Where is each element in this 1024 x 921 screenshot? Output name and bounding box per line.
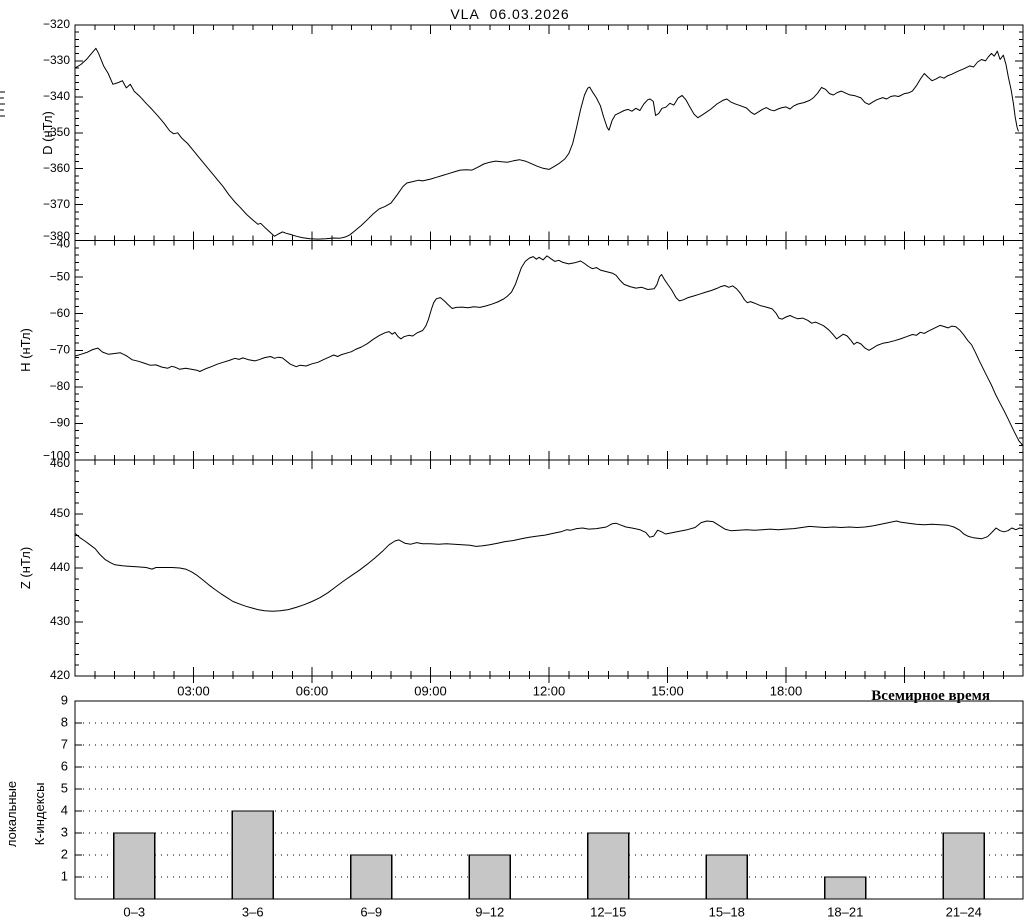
h-axis-label: H (нТл) <box>18 328 33 372</box>
d-curve <box>74 47 1019 240</box>
time-label-06:00: 06:00 <box>296 683 329 698</box>
k-axis-label-outer: локальные <box>4 781 19 847</box>
y-tick-label-H: −90 <box>50 416 71 430</box>
k-bar-12–15 <box>587 832 630 900</box>
y-tick-label-H: −80 <box>50 379 71 393</box>
y-tick-label-D: −360 <box>43 161 70 175</box>
k-bar-21–24 <box>942 832 985 900</box>
k-tick-label-4: 4 <box>61 802 68 817</box>
k-tick-label-5: 5 <box>61 780 68 795</box>
k-tick-label-6: 6 <box>61 758 68 773</box>
y-tick-label-H: −40 <box>50 237 71 251</box>
k-bin-label-15–18: 15–18 <box>709 904 745 919</box>
chart-title: VLA 06.03.2026 <box>450 6 569 22</box>
k-tick-label-9: 9 <box>61 692 68 707</box>
y-tick-label-D: −380 <box>43 229 70 243</box>
h-curve <box>74 255 1024 447</box>
k-tick-label-1: 1 <box>61 868 68 883</box>
generated-chart-content: −380 −370 −360 −350 −340 −330 −320 −100 −90 −80 −7… <box>43 17 1024 919</box>
time-label-15:00: 15:00 <box>651 683 684 698</box>
y-tick-label-D: −320 <box>43 17 70 31</box>
z-curve <box>74 520 1024 612</box>
y-tick-label-Z: 450 <box>50 506 70 520</box>
k-tick-label-7: 7 <box>61 736 68 751</box>
time-label-18:00: 18:00 <box>770 683 803 698</box>
y-tick-label-H: −60 <box>50 306 71 320</box>
y-tick-label-Z: 430 <box>50 614 70 628</box>
y-tick-label-H: −50 <box>50 269 71 283</box>
y-tick-label-D: −330 <box>43 53 70 67</box>
k-bin-label-6–9: 6–9 <box>360 904 382 919</box>
k-tick-label-2: 2 <box>61 846 68 861</box>
panel-Z-frame <box>74 459 1024 677</box>
y-tick-label-Z: 440 <box>50 560 70 574</box>
time-label-09:00: 09:00 <box>414 683 447 698</box>
d-axis-label: D (нТл) <box>40 111 55 155</box>
y-tick-label-D: −350 <box>43 125 70 139</box>
k-bar-15–18 <box>705 854 748 900</box>
time-label-12:00: 12:00 <box>533 683 566 698</box>
panel-D-frame <box>74 24 1024 241</box>
panel-H-frame <box>74 240 1024 461</box>
k-bar-6–9 <box>350 854 393 900</box>
k-bar-9–12 <box>468 854 511 900</box>
k-bin-label-3–6: 3–6 <box>242 904 264 919</box>
k-bin-label-9–12: 9–12 <box>475 904 504 919</box>
k-tick-label-3: 3 <box>61 824 68 839</box>
clipped-left-text-fragment <box>0 91 5 117</box>
k-bin-label-12–15: 12–15 <box>590 904 626 919</box>
y-tick-label-Z: 460 <box>50 456 70 470</box>
k-tick-label-8: 8 <box>61 714 68 729</box>
k-axis-label-inner: К-индексы <box>32 783 47 846</box>
k-bin-label-0–3: 0–3 <box>123 904 145 919</box>
k-bin-label-18–21: 18–21 <box>827 904 863 919</box>
z-axis-label: Z (нТл) <box>18 547 33 589</box>
time-label-03:00: 03:00 <box>177 683 210 698</box>
k-bar-0–3 <box>113 832 156 900</box>
k-panel-frame <box>74 700 1024 900</box>
y-tick-label-Z: 420 <box>50 668 70 682</box>
y-tick-label-H: −100 <box>43 449 70 463</box>
x-axis-title: Всемирное время <box>871 688 990 704</box>
k-bar-3–6 <box>231 810 274 900</box>
k-bin-label-21–24: 21–24 <box>946 904 982 919</box>
y-tick-label-D: −370 <box>43 197 70 211</box>
y-tick-label-H: −70 <box>50 342 71 356</box>
y-tick-label-D: −340 <box>43 89 70 103</box>
k-bar-18–21 <box>824 876 867 900</box>
